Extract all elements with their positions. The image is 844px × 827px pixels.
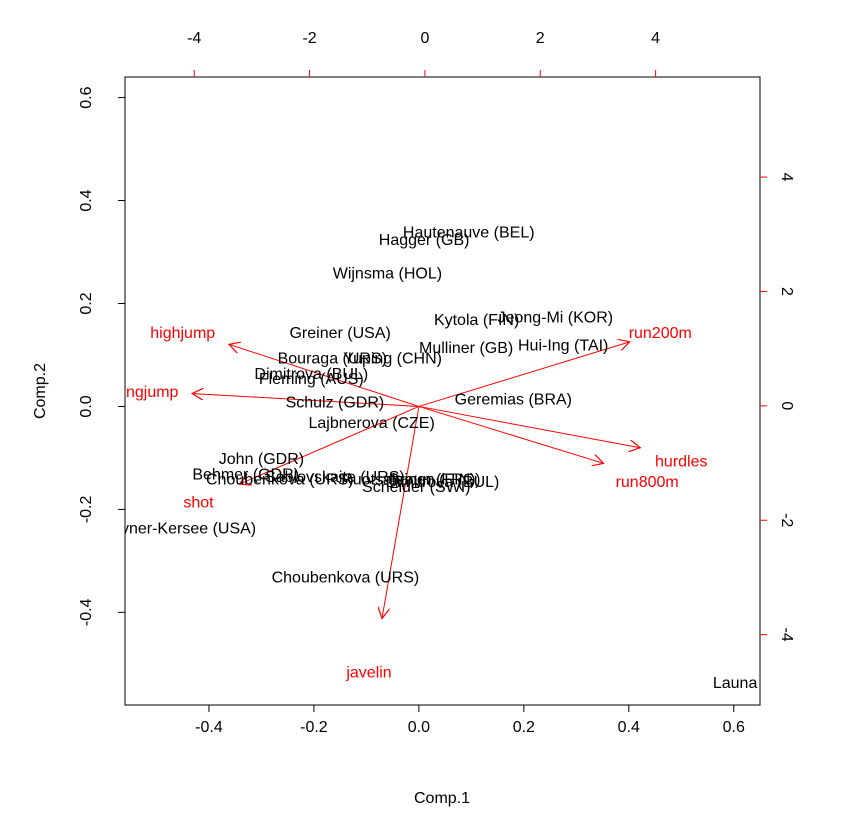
variable-label: run800m bbox=[616, 474, 679, 491]
variable-arrow bbox=[193, 394, 419, 407]
top-tick-label: -4 bbox=[187, 30, 201, 47]
observation-labels: Hautenauve (BEL)Hagger (GB) Wijnsma (HOL)… bbox=[104, 224, 807, 692]
observation-label: Sablovskaite (URS) bbox=[265, 469, 405, 486]
variable-label: shot bbox=[183, 495, 214, 512]
observation-label: Schulz (GDR) bbox=[286, 394, 385, 411]
observation-label: Greiner (USA) bbox=[289, 325, 390, 342]
x-tick-label: -0.2 bbox=[300, 719, 328, 736]
variable-arrow bbox=[240, 405, 420, 483]
y-tick-label: -0.2 bbox=[78, 496, 95, 524]
variable-arrow bbox=[382, 406, 420, 617]
observation-label: Mulliner (GB) bbox=[419, 340, 513, 357]
observation-label: Dimitrova (BUL) bbox=[254, 366, 368, 383]
variable-arrow bbox=[418, 342, 629, 407]
right-tick-label: 4 bbox=[778, 173, 795, 182]
y-tick-label: 0.0 bbox=[78, 395, 95, 417]
observation-label: Ruotsalainen (FIN) bbox=[341, 472, 475, 489]
observation-label: Scheider (SWI) bbox=[362, 479, 470, 496]
observation-label: Behmer (GDR) bbox=[192, 466, 299, 483]
y-tick-label: 0.6 bbox=[78, 86, 95, 108]
right-tick-label: 0 bbox=[778, 401, 795, 410]
observation-label: Yuping (CHN) bbox=[343, 351, 442, 368]
right-tick-label: 2 bbox=[778, 287, 795, 296]
observation-label: Lajbnerova (CZE) bbox=[309, 415, 435, 432]
observation-label: Jeong-Mi (KOR) bbox=[498, 309, 614, 326]
variable-label: highjump bbox=[150, 325, 215, 342]
observation-label: John (GDR) bbox=[219, 451, 304, 468]
variable-arrow bbox=[418, 405, 603, 463]
variable-label: hurdles bbox=[655, 453, 707, 470]
variable-arrow bbox=[418, 405, 639, 447]
observation-label: Bouraga (URS) bbox=[278, 351, 387, 368]
observation-label: Hagger (GB) bbox=[379, 232, 470, 249]
variable-arrow bbox=[230, 345, 420, 407]
variable-labels: highjump longjump run200m hurdles run800m sho… bbox=[114, 325, 708, 682]
observation-label: Launa (PNG) bbox=[713, 675, 807, 692]
observation-label: Hui-Ing (TAI) bbox=[518, 338, 608, 355]
x-axis-label: Comp.1 bbox=[414, 790, 470, 807]
observation-label: Geremias (BRA) bbox=[455, 392, 572, 409]
observation-label: Kytola (FIN) bbox=[434, 312, 519, 329]
observation-label: Choubenkova (URS) bbox=[206, 472, 354, 489]
top-tick-label: 2 bbox=[536, 30, 545, 47]
observation-label: Joyner-Kersee (USA) bbox=[104, 520, 256, 537]
axis-ticks: -0.4 -0.2 0.0 0.2 0.4 0.6 -0.4 -0.2 0.0 0.2 0.4 0.6… bbox=[78, 30, 795, 736]
y-tick-label: 0.2 bbox=[78, 292, 95, 314]
top-tick-label: 0 bbox=[420, 30, 429, 47]
top-tick-label: 4 bbox=[651, 30, 660, 47]
x-tick-label: 0.6 bbox=[723, 719, 745, 736]
y-axis-label: Comp.2 bbox=[32, 363, 49, 419]
observation-label: Hautenauve (BEL) bbox=[403, 224, 535, 241]
plot-frame bbox=[124, 76, 761, 706]
observation-label: Choubenkova (URS) bbox=[272, 569, 420, 586]
top-tick-label: -2 bbox=[302, 30, 316, 47]
observation-label: Wijnsma (HOL) bbox=[333, 266, 442, 283]
variable-label: longjump bbox=[114, 384, 179, 401]
variable-label: javelin bbox=[345, 665, 391, 682]
y-tick-label: 0.4 bbox=[78, 189, 95, 211]
right-tick-label: -2 bbox=[778, 513, 795, 527]
x-tick-label: 0.0 bbox=[408, 719, 430, 736]
observation-label: Braun (FRG) bbox=[389, 472, 481, 489]
variable-label: run200m bbox=[629, 325, 692, 342]
right-tick-label: -4 bbox=[778, 628, 795, 642]
y-tick-label: -0.4 bbox=[78, 598, 95, 626]
variable-arrows bbox=[193, 342, 639, 617]
x-tick-label: 0.2 bbox=[513, 719, 535, 736]
x-tick-label: -0.4 bbox=[195, 719, 223, 736]
observation-label: Fleming (AUS) bbox=[259, 371, 364, 388]
observation-label: Dimitrova (BUL) bbox=[386, 474, 500, 491]
x-tick-label: 0.4 bbox=[618, 719, 640, 736]
